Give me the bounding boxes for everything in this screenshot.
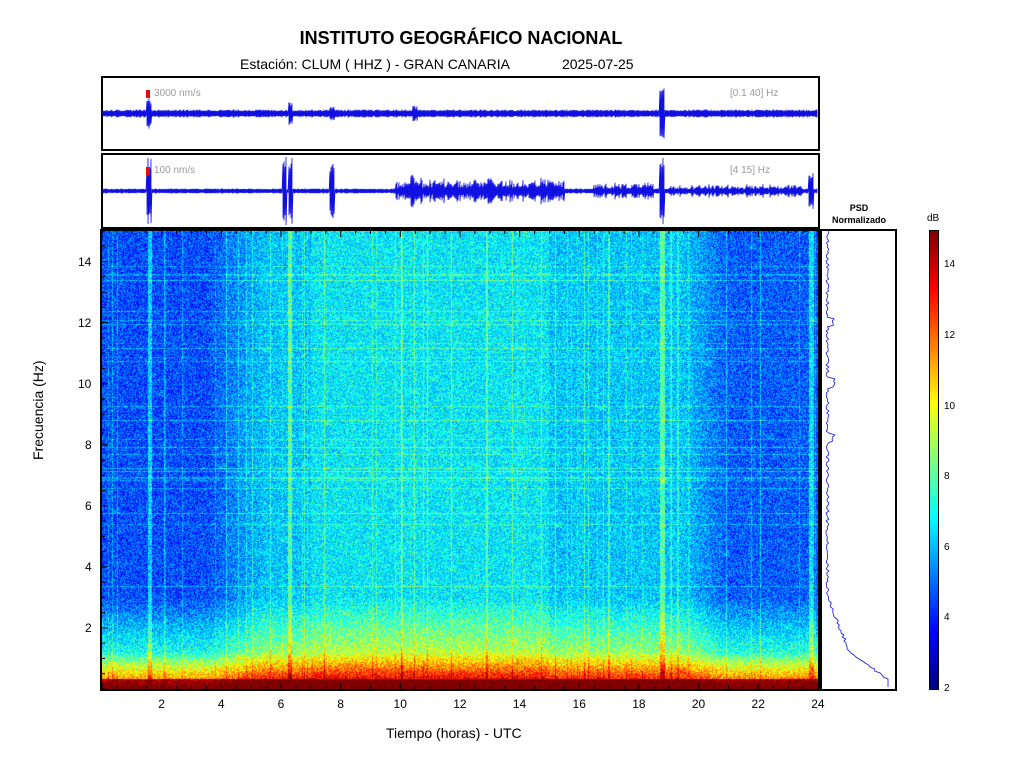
x-tick-label: 24 — [811, 697, 825, 711]
x-tick-label: 12 — [453, 697, 467, 711]
psd-line — [825, 230, 889, 687]
seismogram-trace-broadband — [102, 88, 818, 139]
psd-title: PSD Normalizado — [822, 202, 896, 226]
seismogram-panel-filtered: 100 nm/s [4 15] Hz — [101, 153, 820, 229]
y-tick-label: 12 — [78, 315, 92, 330]
seismogram-panel-broadband: 3000 nm/s [0.1 40] Hz — [101, 76, 820, 151]
seismogram-waveform — [102, 156, 818, 226]
y-tick-label: 4 — [85, 559, 92, 574]
x-tick-label: 8 — [337, 697, 344, 711]
x-tick-label: 14 — [512, 697, 527, 711]
seismogram-waveform — [102, 88, 818, 139]
colorbar-tick-label: 2 — [944, 683, 950, 694]
spectrogram-heatmap — [102, 231, 818, 689]
x-tick-label: 22 — [751, 697, 765, 711]
colorbar-tick-label: 4 — [944, 612, 950, 624]
colorbar-tick-label: 8 — [944, 471, 950, 483]
colorbar-tick-label: 12 — [944, 329, 956, 341]
x-axis-title: Tiempo (horas) - UTC — [386, 725, 522, 741]
trace-amplitude-label: 100 nm/s — [154, 165, 196, 176]
spectrogram-panel — [100, 229, 820, 691]
y-tick-label: 14 — [78, 254, 92, 269]
x-tick-label: 6 — [277, 697, 285, 711]
amplitude-scale-marker — [146, 90, 150, 98]
x-tick-label: 10 — [393, 697, 407, 711]
chart-title: INSTITUTO GEOGRÁFICO NACIONAL — [299, 28, 623, 48]
colorbar-tick-label: 6 — [944, 541, 950, 553]
x-tick-label: 18 — [632, 697, 646, 711]
colorbar-tick-label: 10 — [944, 400, 956, 412]
station-label: Estación: CLUM ( HHZ ) - GRAN CANARIA — [240, 56, 510, 72]
seismogram-trace-filtered — [102, 156, 818, 226]
psd-panel — [820, 229, 897, 691]
psd-title-line2: Normalizado — [831, 215, 886, 225]
psd-title-line1: PSD — [849, 203, 869, 213]
colorbar-tick-label: 14 — [944, 259, 956, 271]
y-tick-label: 6 — [85, 498, 92, 513]
y-tick-label: 8 — [85, 437, 92, 452]
chart-subtitle: Estación: CLUM ( HHZ ) - GRAN CANARIA 202… — [240, 56, 634, 72]
trace-filter-label: [0.1 40] Hz — [730, 88, 779, 99]
amplitude-scale-marker — [146, 167, 150, 175]
y-tick-label: 2 — [85, 620, 92, 635]
x-tick-label: 16 — [572, 697, 586, 711]
y-tick-label: 10 — [78, 376, 92, 391]
x-tick-label: 2 — [158, 697, 165, 711]
trace-amplitude-label: 3000 nm/s — [154, 88, 201, 99]
psd-curve — [825, 230, 889, 687]
x-tick-label: 20 — [691, 697, 706, 711]
colorbar — [929, 230, 939, 690]
colorbar-unit: dB — [927, 213, 940, 224]
x-tick-label: 4 — [217, 697, 225, 711]
date-label: 2025-07-25 — [561, 56, 634, 72]
y-axis-title: Frecuencia (Hz) — [30, 360, 46, 460]
trace-filter-label: [4 15] Hz — [730, 165, 771, 176]
